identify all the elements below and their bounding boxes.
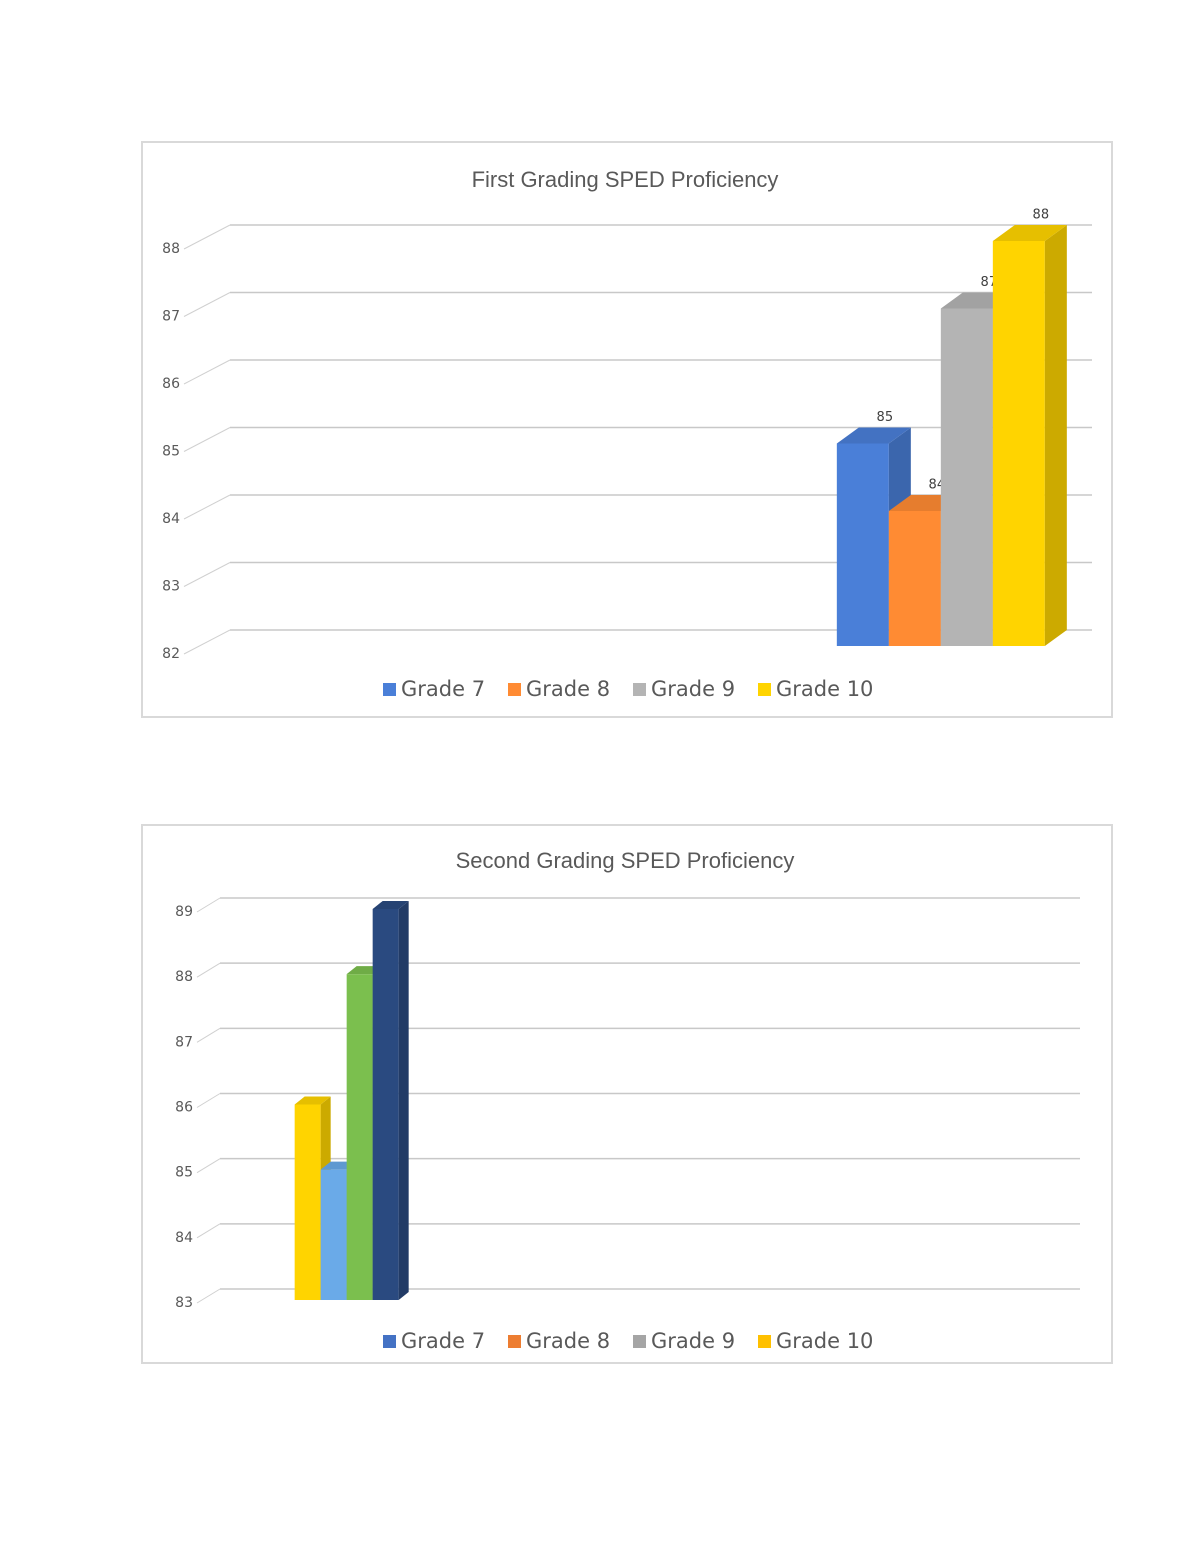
y-tick-label: 84 [162,511,180,527]
y-tick-label: 86 [162,376,180,392]
bar-front [836,443,889,646]
grid-stub [196,1288,221,1304]
grid-stub [183,292,231,317]
bar-side [1044,225,1067,646]
chart-title: Second Grading SPED Proficiency [456,848,795,873]
grid-stub [183,359,231,385]
data-label: 88 [1033,208,1050,223]
bar-top [992,225,1067,241]
grid-stub [196,1223,221,1239]
legend-label: Grade 9 [651,677,735,701]
y-tick-label: 85 [175,1165,193,1181]
legend-label: Grade 10 [776,677,873,701]
legend-label: Grade 8 [526,1329,610,1353]
legend-swatch [508,1335,521,1348]
data-label: 85 [877,410,894,425]
legend-label: Grade 10 [776,1329,873,1353]
grid-stub [183,427,231,452]
y-tick-label: 87 [175,1034,193,1050]
bar-front [888,511,941,646]
bar-front [992,241,1045,646]
grid-stub [196,1158,221,1174]
legend-swatch [383,683,396,696]
legend-label: Grade 8 [526,677,610,701]
grid-stub [196,1093,221,1108]
y-tick-label: 83 [162,579,180,595]
grid-stub [196,1027,221,1043]
bar-front [372,909,399,1300]
bar-top [836,427,911,444]
legend-swatch [508,683,521,696]
legend-swatch [758,1335,771,1348]
bar-front [940,308,993,646]
legend-label: Grade 7 [401,677,485,701]
y-tick-label: 88 [162,241,180,257]
bar-top [372,901,409,909]
y-tick-label: 86 [175,1100,193,1116]
y-tick-label: 89 [175,904,193,920]
legend-swatch [383,1335,396,1348]
y-tick-label: 83 [175,1295,193,1311]
legend-label: Grade 9 [651,1329,735,1353]
grid-stub [196,897,221,913]
bar-front [294,1104,321,1300]
grid-stub [196,962,221,978]
grid-stub [183,494,231,520]
y-tick-label: 87 [162,309,180,325]
y-tick-label: 84 [175,1230,193,1246]
grid-stub [183,224,231,250]
legend-swatch [633,683,646,696]
grid-stub [183,562,231,587]
legend-swatch [758,683,771,696]
legend-swatch [633,1335,646,1348]
y-tick-label: 88 [175,969,193,985]
legend-label: Grade 7 [401,1329,485,1353]
bar-front [320,1169,347,1300]
bar-top [294,1096,331,1105]
chart-title: First Grading SPED Proficiency [472,167,779,192]
grid-stub [183,629,231,655]
y-tick-label: 85 [162,444,180,460]
bar-front [346,974,373,1300]
y-tick-label: 82 [162,646,180,662]
bar-side [398,901,409,1300]
